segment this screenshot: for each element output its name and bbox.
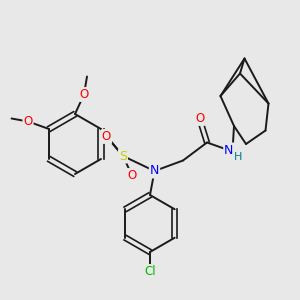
Text: O: O [80,88,88,101]
Text: N: N [224,143,234,157]
Text: O: O [23,115,33,128]
Text: O: O [195,112,204,125]
Text: Cl: Cl [144,265,156,278]
Text: O: O [128,169,136,182]
Text: H: H [234,152,243,162]
Text: O: O [102,130,111,143]
Text: S: S [119,149,127,163]
Text: N: N [150,164,159,178]
